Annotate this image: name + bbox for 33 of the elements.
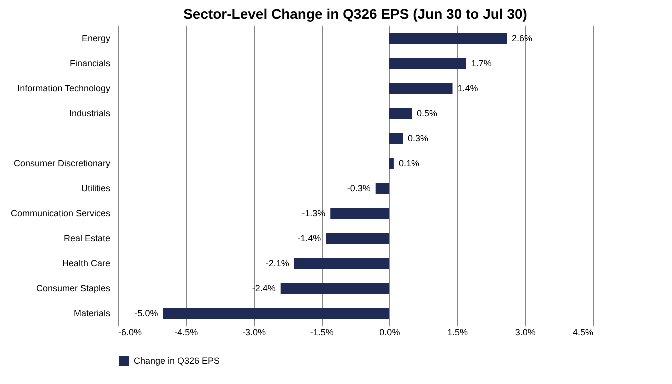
data-label: -2.4% (252, 284, 276, 294)
data-label: -2.1% (266, 258, 290, 268)
x-tick-label: 3.0% (515, 328, 536, 338)
y-tick-label: Materials (74, 308, 111, 318)
data-label: 1.4% (458, 84, 478, 94)
y-tick-label: Industrials (69, 108, 111, 118)
y-tick-label: Communication Services (10, 208, 111, 218)
x-tick-label: -1.5% (310, 328, 334, 338)
data-label: -1.4% (298, 234, 322, 244)
data-label: -0.3% (347, 184, 371, 194)
y-tick-label: Consumer Staples (36, 284, 111, 294)
chart-title: Sector-Level Change in Q326 EPS (Jun 30 to Jul 30) (184, 6, 528, 22)
y-tick-label: Financials (70, 58, 111, 68)
data-label: -1.3% (302, 208, 326, 218)
data-label: 0.3% (408, 134, 429, 144)
legend-label: Change in Q326 EPS (134, 356, 220, 366)
x-tick-label: 1.5% (448, 328, 468, 338)
x-tick-label: -6.0% (118, 328, 142, 338)
x-tick-label: 4.5% (572, 328, 594, 338)
data-label: 0.5% (417, 108, 438, 118)
x-tick-label: -3.0% (242, 328, 266, 338)
data-label: 2.6% (512, 34, 533, 44)
y-tick-label: Health Care (62, 258, 110, 268)
data-label: 1.7% (471, 58, 492, 68)
x-tick-label: -4.5% (174, 328, 198, 338)
y-tick-label: Utilities (81, 184, 111, 194)
data-label: 0.1% (398, 158, 420, 168)
y-tick-label: Energy (82, 34, 111, 44)
y-tick-label: Information Technology (18, 84, 111, 94)
y-tick-label: Consumer Discretionary (14, 158, 111, 168)
x-tick-label: 0.0% (380, 328, 400, 338)
data-label: -5.0% (134, 308, 158, 318)
y-tick-label: Real Estate (64, 234, 110, 244)
